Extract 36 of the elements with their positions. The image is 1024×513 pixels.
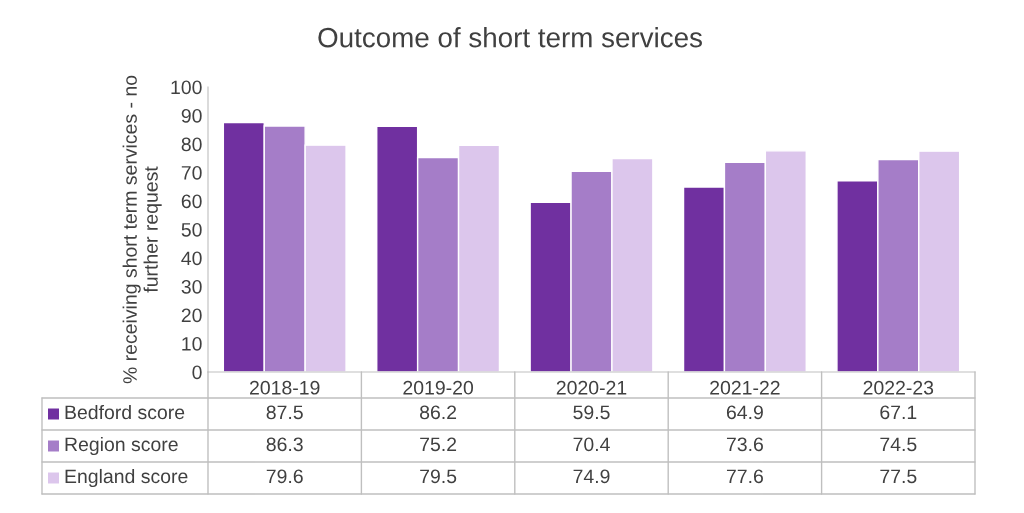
chart-title: Outcome of short term services (318, 27, 702, 48)
legend-label: Bedford score (65, 404, 185, 420)
legend-label: England score (65, 468, 188, 488)
y-axis-title: % receiving short term services - no further request (122, 75, 162, 384)
x-tick-label: 2020-21 (556, 380, 627, 395)
x-tick-label: 2021-22 (710, 380, 780, 395)
data-label: 79.6 (266, 469, 303, 484)
y-tick-label: 20 (181, 308, 202, 323)
data-label: 64.9 (726, 405, 763, 420)
data-label: 77.6 (726, 469, 763, 484)
x-tick-label: 2022-23 (863, 380, 934, 395)
data-label: 79.5 (420, 469, 457, 484)
y-tick-label: 10 (182, 336, 202, 351)
data-label: 74.9 (573, 469, 610, 484)
y-tick-label: 30 (181, 279, 202, 294)
y-tick-label: 90 (181, 108, 202, 123)
legend-label: Region score (65, 436, 178, 456)
data-label: 74.5 (880, 437, 917, 452)
data-label: 67.1 (880, 405, 917, 420)
data-label: 73.6 (726, 437, 763, 452)
y-tick-label: 0 (192, 365, 202, 380)
y-tick-label: 60 (181, 194, 202, 209)
data-label: 86.2 (420, 405, 457, 420)
y-tick-label: 50 (181, 222, 202, 237)
y-tick-label: 80 (181, 137, 202, 152)
data-label: 59.5 (573, 405, 610, 420)
data-label: 86.3 (266, 437, 303, 452)
y-tick-label: 40 (181, 251, 202, 266)
x-tick-label: 2019-20 (403, 380, 474, 395)
data-label: 87.5 (266, 405, 303, 420)
y-tick-label: 70 (181, 165, 202, 180)
y-tick-label: 100 (171, 80, 202, 95)
data-label: 70.4 (573, 437, 610, 452)
x-tick-label: 2018-19 (250, 380, 320, 395)
data-label: 75.2 (420, 437, 457, 452)
data-label: 77.5 (880, 469, 917, 484)
